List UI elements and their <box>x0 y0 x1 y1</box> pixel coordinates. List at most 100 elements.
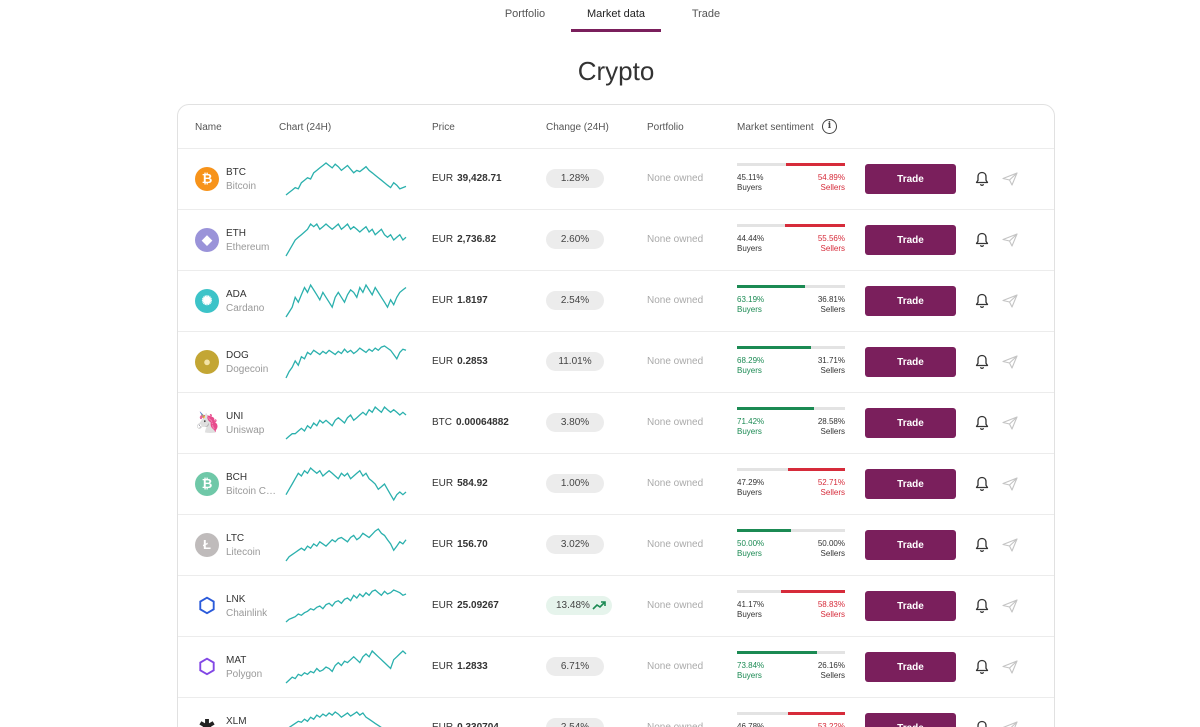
send-icon[interactable] <box>1002 477 1018 491</box>
table-row[interactable]: ⬡ MAT Polygon EUR 1.2833 6.71% None owned 73.84… <box>178 637 1054 698</box>
bell-icon[interactable] <box>975 415 989 431</box>
sellers-percent: 54.89% <box>817 173 845 182</box>
price: EUR 156.70 <box>432 539 488 550</box>
buyers-percent: 71.42% <box>737 417 765 426</box>
change-badge: 2.54% <box>546 718 604 727</box>
bell-icon[interactable] <box>975 171 989 187</box>
coin-name: Uniswap <box>226 425 265 436</box>
header-name[interactable]: Name <box>195 122 222 133</box>
coin-name: Polygon <box>226 669 263 680</box>
sentiment-bar-buyers <box>737 529 791 532</box>
buyers-percent: 47.29% <box>737 478 765 487</box>
send-icon[interactable] <box>1002 355 1018 369</box>
change-value: 13.48% <box>556 600 590 611</box>
sellers-percent: 50.00% <box>817 539 845 548</box>
sellers-label: Sellers <box>820 305 845 314</box>
header-change[interactable]: Change (24H) <box>546 122 609 133</box>
sparkline-chart <box>285 162 407 196</box>
change-value: 3.80% <box>560 417 590 428</box>
change-value: 3.02% <box>560 539 590 550</box>
bell-icon[interactable] <box>975 659 989 675</box>
sparkline-chart <box>285 649 407 684</box>
change-badge: 3.80% <box>546 413 604 432</box>
send-icon[interactable] <box>1002 172 1018 186</box>
info-icon[interactable]: i <box>822 119 837 134</box>
bell-icon[interactable] <box>975 720 989 727</box>
table-row[interactable]: ● DOG Dogecoin EUR 0.2853 11.01% None owned 68.… <box>178 332 1054 393</box>
coin-symbol: LTC <box>226 533 245 544</box>
table-row[interactable]: ✺ ADA Cardano EUR 1.8197 2.54% None owned 63.19… <box>178 271 1054 332</box>
send-icon[interactable] <box>1002 294 1018 308</box>
coin-name: Cardano <box>226 303 265 314</box>
price: EUR 2,736.82 <box>432 234 496 245</box>
trade-button[interactable]: Trade <box>865 164 956 194</box>
bell-icon[interactable] <box>975 232 989 248</box>
price-currency: BTC <box>432 417 452 428</box>
send-icon[interactable] <box>1002 416 1018 430</box>
coin-symbol: XLM <box>226 716 247 727</box>
bell-icon[interactable] <box>975 537 989 553</box>
trade-button[interactable]: Trade <box>865 286 956 316</box>
header-price[interactable]: Price <box>432 122 455 133</box>
sparkline-path <box>285 222 407 257</box>
price-currency: EUR <box>432 356 454 367</box>
coin-symbol: ETH <box>226 228 246 239</box>
portfolio-status: None owned <box>647 295 704 306</box>
portfolio-status: None owned <box>647 661 704 672</box>
change-value: 1.00% <box>560 478 590 489</box>
price: EUR 0.2853 <box>432 356 488 367</box>
portfolio-status: None owned <box>647 356 704 367</box>
table-row[interactable]: Ł LTC Litecoin EUR 156.70 3.02% None owned 50.0… <box>178 515 1054 576</box>
bell-icon[interactable] <box>975 476 989 492</box>
table-row[interactable]: ◆ ETH Ethereum EUR 2,736.82 2.60% None owned 44… <box>178 210 1054 271</box>
buyers-label: Buyers <box>737 549 762 558</box>
tab-trade[interactable]: Trade <box>691 8 721 20</box>
trade-button[interactable]: Trade <box>865 469 956 499</box>
sellers-label: Sellers <box>820 549 845 558</box>
market-sentiment: 45.11% Buyers 54.89% Sellers <box>737 163 845 197</box>
send-icon[interactable] <box>1002 538 1018 552</box>
send-icon[interactable] <box>1002 233 1018 247</box>
price-value: 1.2833 <box>457 661 488 672</box>
table-row[interactable]: ✱XLMStellarEUR0.3307042.54%None owned46.… <box>178 698 1054 727</box>
sellers-label: Sellers <box>820 610 845 619</box>
price-value: 0.2853 <box>457 356 488 367</box>
change-value: 1.28% <box>560 173 590 184</box>
bitcoin-icon: ₿ <box>195 167 219 191</box>
trade-button[interactable]: Trade <box>865 408 956 438</box>
change-badge: 1.28% <box>546 169 604 188</box>
buyers-percent: 73.84% <box>737 661 765 670</box>
trade-button[interactable]: Trade <box>865 713 956 727</box>
trade-button[interactable]: Trade <box>865 652 956 682</box>
table-row[interactable]: ₿ BCH Bitcoin C… EUR 584.92 1.00% None owned 47… <box>178 454 1054 515</box>
send-icon[interactable] <box>1002 599 1018 613</box>
trade-button[interactable]: Trade <box>865 225 956 255</box>
send-icon[interactable] <box>1002 721 1018 727</box>
market-sentiment: 41.17% Buyers 58.83% Sellers <box>737 590 845 624</box>
market-sentiment: 47.29% Buyers 52.71% Sellers <box>737 468 845 502</box>
bell-icon[interactable] <box>975 293 989 309</box>
price: EUR 1.2833 <box>432 661 488 672</box>
coin-name: Bitcoin <box>226 181 257 192</box>
buyers-percent: 50.00% <box>737 539 765 548</box>
page-title: Crypto <box>577 56 655 86</box>
price-value: 156.70 <box>457 539 488 550</box>
table-row[interactable]: ⬡ LNK Chainlink EUR 25.09267 13.48% None owned… <box>178 576 1054 637</box>
table-row[interactable]: ₿ BTC Bitcoin EUR 39,428.71 1.28% None owned 45… <box>178 149 1054 210</box>
sellers-percent: 52.71% <box>817 478 845 487</box>
price-currency: EUR <box>432 173 454 184</box>
trade-button[interactable]: Trade <box>865 530 956 560</box>
sparkline-path <box>285 528 407 562</box>
cardano-icon: ✺ <box>195 289 219 313</box>
table-row[interactable]: 🦄 UNI Uniswap BTC 0.00064882 3.80% None owned 7… <box>178 393 1054 454</box>
sellers-percent: 53.22% <box>817 722 845 727</box>
header-portfolio[interactable]: Portfolio <box>647 122 684 133</box>
send-icon[interactable] <box>1002 660 1018 674</box>
trade-button[interactable]: Trade <box>865 591 956 621</box>
tab-market-data[interactable]: Market data <box>571 0 661 32</box>
sellers-percent: 58.83% <box>817 600 845 609</box>
trade-button[interactable]: Trade <box>865 347 956 377</box>
tab-portfolio[interactable]: Portfolio <box>504 8 546 20</box>
bell-icon[interactable] <box>975 598 989 614</box>
bell-icon[interactable] <box>975 354 989 370</box>
